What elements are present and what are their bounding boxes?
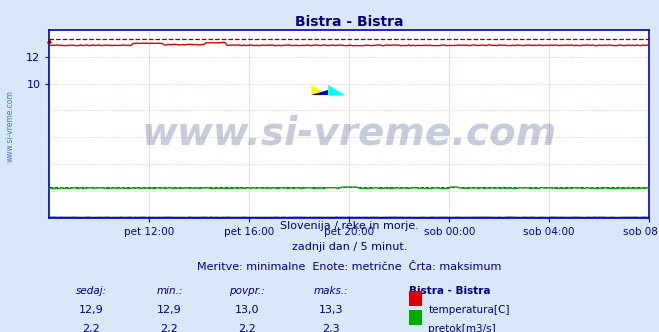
Polygon shape (328, 85, 345, 95)
Text: 13,0: 13,0 (235, 305, 260, 315)
FancyBboxPatch shape (409, 291, 422, 306)
Text: 2,2: 2,2 (239, 324, 256, 332)
Text: sedaj:: sedaj: (76, 286, 107, 295)
Text: 2,2: 2,2 (161, 324, 178, 332)
Text: pretok[m3/s]: pretok[m3/s] (428, 324, 496, 332)
Text: 13,3: 13,3 (319, 305, 343, 315)
Title: Bistra - Bistra: Bistra - Bistra (295, 15, 403, 29)
Text: Slovenija / reke in morje.: Slovenija / reke in morje. (280, 221, 418, 231)
Text: www.si-vreme.com: www.si-vreme.com (5, 90, 14, 162)
Text: 2,2: 2,2 (82, 324, 100, 332)
Text: www.si-vreme.com: www.si-vreme.com (142, 114, 557, 152)
Text: 12,9: 12,9 (157, 305, 182, 315)
Text: min.:: min.: (156, 286, 183, 295)
Text: zadnji dan / 5 minut.: zadnji dan / 5 minut. (291, 242, 407, 252)
Polygon shape (312, 90, 328, 95)
Text: povpr.:: povpr.: (229, 286, 265, 295)
Text: Bistra - Bistra: Bistra - Bistra (409, 286, 491, 295)
FancyBboxPatch shape (409, 310, 422, 325)
Text: Meritve: minimalne  Enote: metrične  Črta: maksimum: Meritve: minimalne Enote: metrične Črta:… (197, 262, 501, 272)
Text: 2,3: 2,3 (322, 324, 340, 332)
Text: maks.:: maks.: (314, 286, 349, 295)
Text: 12,9: 12,9 (79, 305, 103, 315)
Text: temperatura[C]: temperatura[C] (428, 305, 510, 315)
Polygon shape (312, 85, 328, 95)
